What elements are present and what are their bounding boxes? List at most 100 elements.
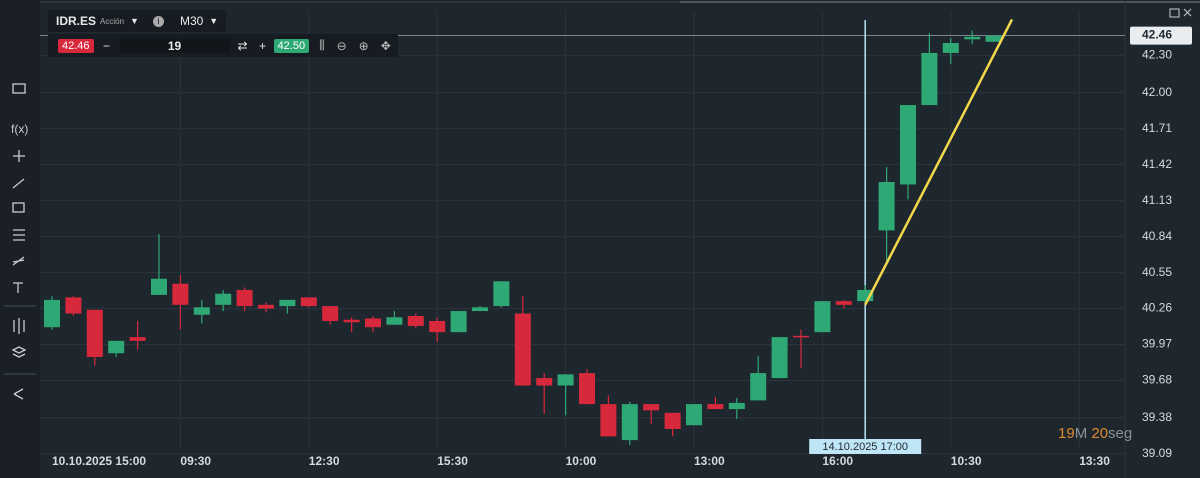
crosshair-label-bg (809, 439, 922, 454)
candle-body (215, 293, 232, 305)
candle-body (621, 404, 638, 441)
candle-body (771, 337, 788, 379)
candle-body (900, 105, 916, 185)
countdown-minutes: 19 (1058, 425, 1075, 442)
candle-body (643, 404, 660, 411)
candle-body (322, 306, 339, 321)
candle-body (450, 311, 467, 333)
candle-body (579, 373, 595, 405)
candle-body (793, 335, 809, 338)
candle-body (878, 182, 895, 231)
y-tick-label: 39.68 (1142, 373, 1172, 387)
icon-crosshair[interactable] (13, 150, 25, 162)
candle-body (857, 289, 874, 302)
countdown-seconds: 20 (1091, 425, 1109, 442)
candle-body (365, 318, 381, 328)
candle-body (108, 340, 125, 354)
y-tick-label: 39.97 (1142, 337, 1172, 351)
x-tick-label: 12:30 (309, 454, 340, 468)
candle-body (664, 412, 681, 429)
crosshair-label: 14.10.2025 17:00 (822, 441, 908, 453)
candle-body (44, 299, 60, 328)
dropdown-arrow[interactable]: ▼ (209, 16, 219, 26)
icon-fan[interactable] (12, 256, 25, 266)
candle-body (493, 281, 510, 307)
volume-input[interactable]: 19 (119, 38, 230, 53)
candle-body (151, 278, 167, 295)
candle-body (172, 283, 189, 305)
trade-bar: 42.46 − 19 ⇄ + 42.50 ⫼ ⊖ ⊕ ✥ (48, 34, 398, 57)
y-tick-label: 40.26 (1142, 301, 1172, 315)
window-icons (1169, 8, 1192, 18)
candle-body (707, 404, 724, 410)
symbol-bar: IDR.ES Acción ▼ i M30 ▼ (48, 10, 226, 32)
icon-text[interactable] (13, 282, 23, 293)
swap-icon[interactable]: ⇄ (237, 38, 248, 53)
left-sidebar (0, 0, 40, 478)
icon-indicators[interactable]: f(x) (11, 122, 28, 136)
last-price-label: 42.46 (1142, 28, 1172, 42)
last-price-tag (1130, 26, 1192, 45)
icon-chart-type[interactable] (12, 83, 26, 94)
candle-body (193, 307, 210, 315)
countdown-minutes-unit: M (1074, 425, 1088, 442)
increase-button[interactable]: + (259, 38, 267, 53)
info-icon[interactable]: i (152, 15, 164, 27)
x-tick-label: 10:00 (566, 454, 597, 468)
zoom-in[interactable]: ⊕ (358, 38, 369, 53)
candle-body (728, 402, 745, 410)
countdown-seconds-unit: seg (1108, 425, 1133, 442)
y-tick-label: 40.84 (1142, 229, 1172, 243)
icon-line[interactable] (12, 178, 25, 189)
y-tick-label: 42.00 (1142, 85, 1172, 99)
candle-body (557, 374, 574, 386)
x-tick-label: 16:00 (822, 454, 853, 468)
dropdown-arrow[interactable]: ▼ (130, 16, 139, 26)
icon-fibonacci[interactable] (13, 229, 25, 241)
depth-icon[interactable]: ⫼ (319, 38, 325, 52)
x-tick-label: 15:30 (437, 454, 468, 468)
icon-share[interactable] (13, 388, 24, 400)
candle-body (258, 304, 274, 309)
candle-body (686, 404, 702, 426)
x-tick-label: 09:30 (180, 454, 211, 468)
maximize-button[interactable] (1169, 8, 1180, 18)
candle-body (750, 373, 767, 401)
buy-button[interactable]: 42.50 (273, 38, 310, 53)
candle-body (536, 378, 553, 386)
trendline (864, 18, 1014, 306)
close-button[interactable] (1183, 8, 1192, 17)
candle-body (472, 307, 488, 312)
candle-body (129, 337, 146, 341)
countdown: 19M 20seg (1058, 425, 1132, 442)
candle-body (514, 313, 531, 386)
timeframe[interactable]: M30 (179, 14, 204, 28)
x-tick-label: 13:00 (694, 454, 725, 468)
grid (40, 12, 1125, 455)
candle-body (279, 299, 296, 307)
symbol[interactable]: IDR.ES (56, 14, 97, 28)
move-icon[interactable]: ✥ (380, 38, 391, 53)
sidebar-icons: f(x) (4, 83, 36, 400)
icon-layers[interactable] (11, 346, 27, 358)
candle-body (65, 297, 82, 314)
y-tick-label: 41.13 (1142, 193, 1172, 207)
x-tick-label: 10.10.2025 15:00 (52, 454, 146, 468)
y-tick-label: 39.09 (1142, 446, 1172, 460)
candle-body (300, 297, 317, 307)
sell-button[interactable]: 42.46 (58, 38, 94, 53)
candle-body (386, 317, 403, 325)
candle-body (964, 36, 981, 40)
zoom-out[interactable]: ⊖ (336, 38, 347, 53)
candle-body (985, 35, 1002, 42)
icon-indicators-list[interactable] (13, 318, 25, 334)
candle-body (921, 52, 938, 106)
candle-body (600, 404, 617, 437)
decrease-button[interactable]: − (103, 38, 111, 53)
candle-body (407, 316, 424, 326)
icon-rectangle[interactable] (12, 202, 25, 213)
x-tick-label: 13:30 (1079, 454, 1110, 468)
y-tick-label: 39.38 (1142, 410, 1172, 424)
